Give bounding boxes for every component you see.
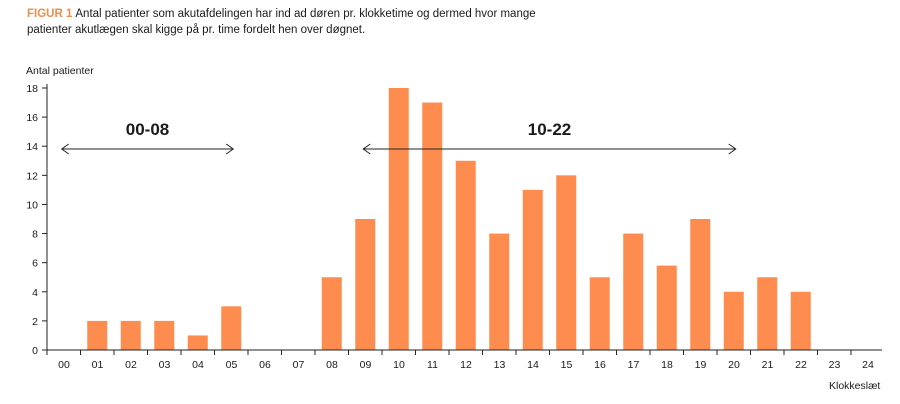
y-tick-label: 8 [32, 229, 38, 241]
range-arrow-head-right [225, 143, 235, 155]
y-tick-label: 12 [26, 170, 38, 182]
x-tick-label: 09 [360, 359, 372, 371]
range-label: 00-08 [126, 120, 169, 139]
figure-caption-text: Antal patienter som akutafdelingen har i… [27, 8, 536, 36]
y-tick-label: 2 [32, 316, 38, 328]
x-tick-label: 04 [192, 359, 204, 371]
bar-15 [522, 189, 543, 350]
x-tick-label: 12 [460, 359, 472, 371]
x-axis-label: Klokkeslæt [829, 380, 880, 392]
x-tick-label: 24 [862, 359, 874, 371]
range-label: 10-22 [528, 120, 571, 139]
figure-caption: FIGUR 1 Antal patienter som akutafdelinge… [27, 6, 547, 38]
y-tick-label: 0 [32, 345, 38, 357]
bar-21 [723, 291, 744, 350]
y-tick-label: 6 [32, 258, 38, 270]
y-tick-label: 10 [26, 199, 38, 211]
bar-19 [656, 265, 677, 350]
x-tick-label: 03 [159, 359, 171, 371]
x-tick-label: 22 [795, 359, 807, 371]
x-tick-label: 08 [326, 359, 338, 371]
x-tick-label: 16 [594, 359, 606, 371]
bar-10 [355, 219, 376, 350]
x-tick-label: 02 [125, 359, 137, 371]
bar-05 [187, 335, 208, 350]
y-tick-label: 14 [26, 141, 38, 153]
x-tick-label: 00 [58, 359, 70, 371]
bar-11 [388, 88, 409, 350]
bar-12 [422, 102, 443, 350]
bar-06 [221, 306, 242, 350]
x-tick-label: 17 [628, 359, 640, 371]
y-axis: 0 2 4 6 8 10 12 14 16 18 [26, 83, 48, 357]
x-tick-label: 01 [92, 359, 104, 371]
x-tick-label: 05 [226, 359, 238, 371]
x-tick-label: 20 [728, 359, 740, 371]
bar-03 [120, 320, 141, 350]
x-tick-label: 18 [661, 359, 673, 371]
range-arrow-head-left [362, 143, 371, 155]
x-tick-label: 07 [293, 359, 305, 371]
bar-02 [87, 320, 108, 350]
bar-09 [321, 277, 342, 350]
bar-23 [790, 291, 811, 350]
bar-18 [623, 233, 644, 350]
range-arrow-head-left [60, 143, 70, 155]
x-tick-label: 11 [427, 359, 438, 371]
bars [87, 88, 811, 350]
bar-20 [690, 219, 711, 350]
y-tick-label: 4 [32, 287, 38, 299]
bar-22 [757, 277, 778, 350]
x-tick-label: 19 [695, 359, 707, 371]
figure-label: FIGUR 1 [27, 8, 73, 20]
x-tick-label: 21 [762, 359, 774, 371]
bar-13 [455, 160, 476, 350]
y-tick-label: 16 [26, 112, 38, 124]
bar-17 [589, 277, 610, 350]
range-arrow-head-right [728, 143, 737, 155]
x-tick-label: 15 [561, 359, 573, 371]
bar-14 [489, 233, 510, 350]
x-tick-label: 13 [494, 359, 506, 371]
y-axis-label: Antal patienter [26, 65, 94, 77]
bar-04 [154, 320, 175, 350]
x-axis: 00 01 02 03 04 05 06 07 08 09 10 11 12 13 14 15 16 17 18 19… [46, 349, 882, 371]
range-annotations: 00-08 10-22 [60, 120, 737, 155]
x-tick-label: 14 [527, 359, 539, 371]
x-tick-label: 06 [259, 359, 271, 371]
x-tick-label: 10 [393, 359, 405, 371]
bar-16 [556, 175, 577, 350]
x-tick-label: 23 [829, 359, 841, 371]
y-tick-label: 18 [26, 83, 38, 95]
